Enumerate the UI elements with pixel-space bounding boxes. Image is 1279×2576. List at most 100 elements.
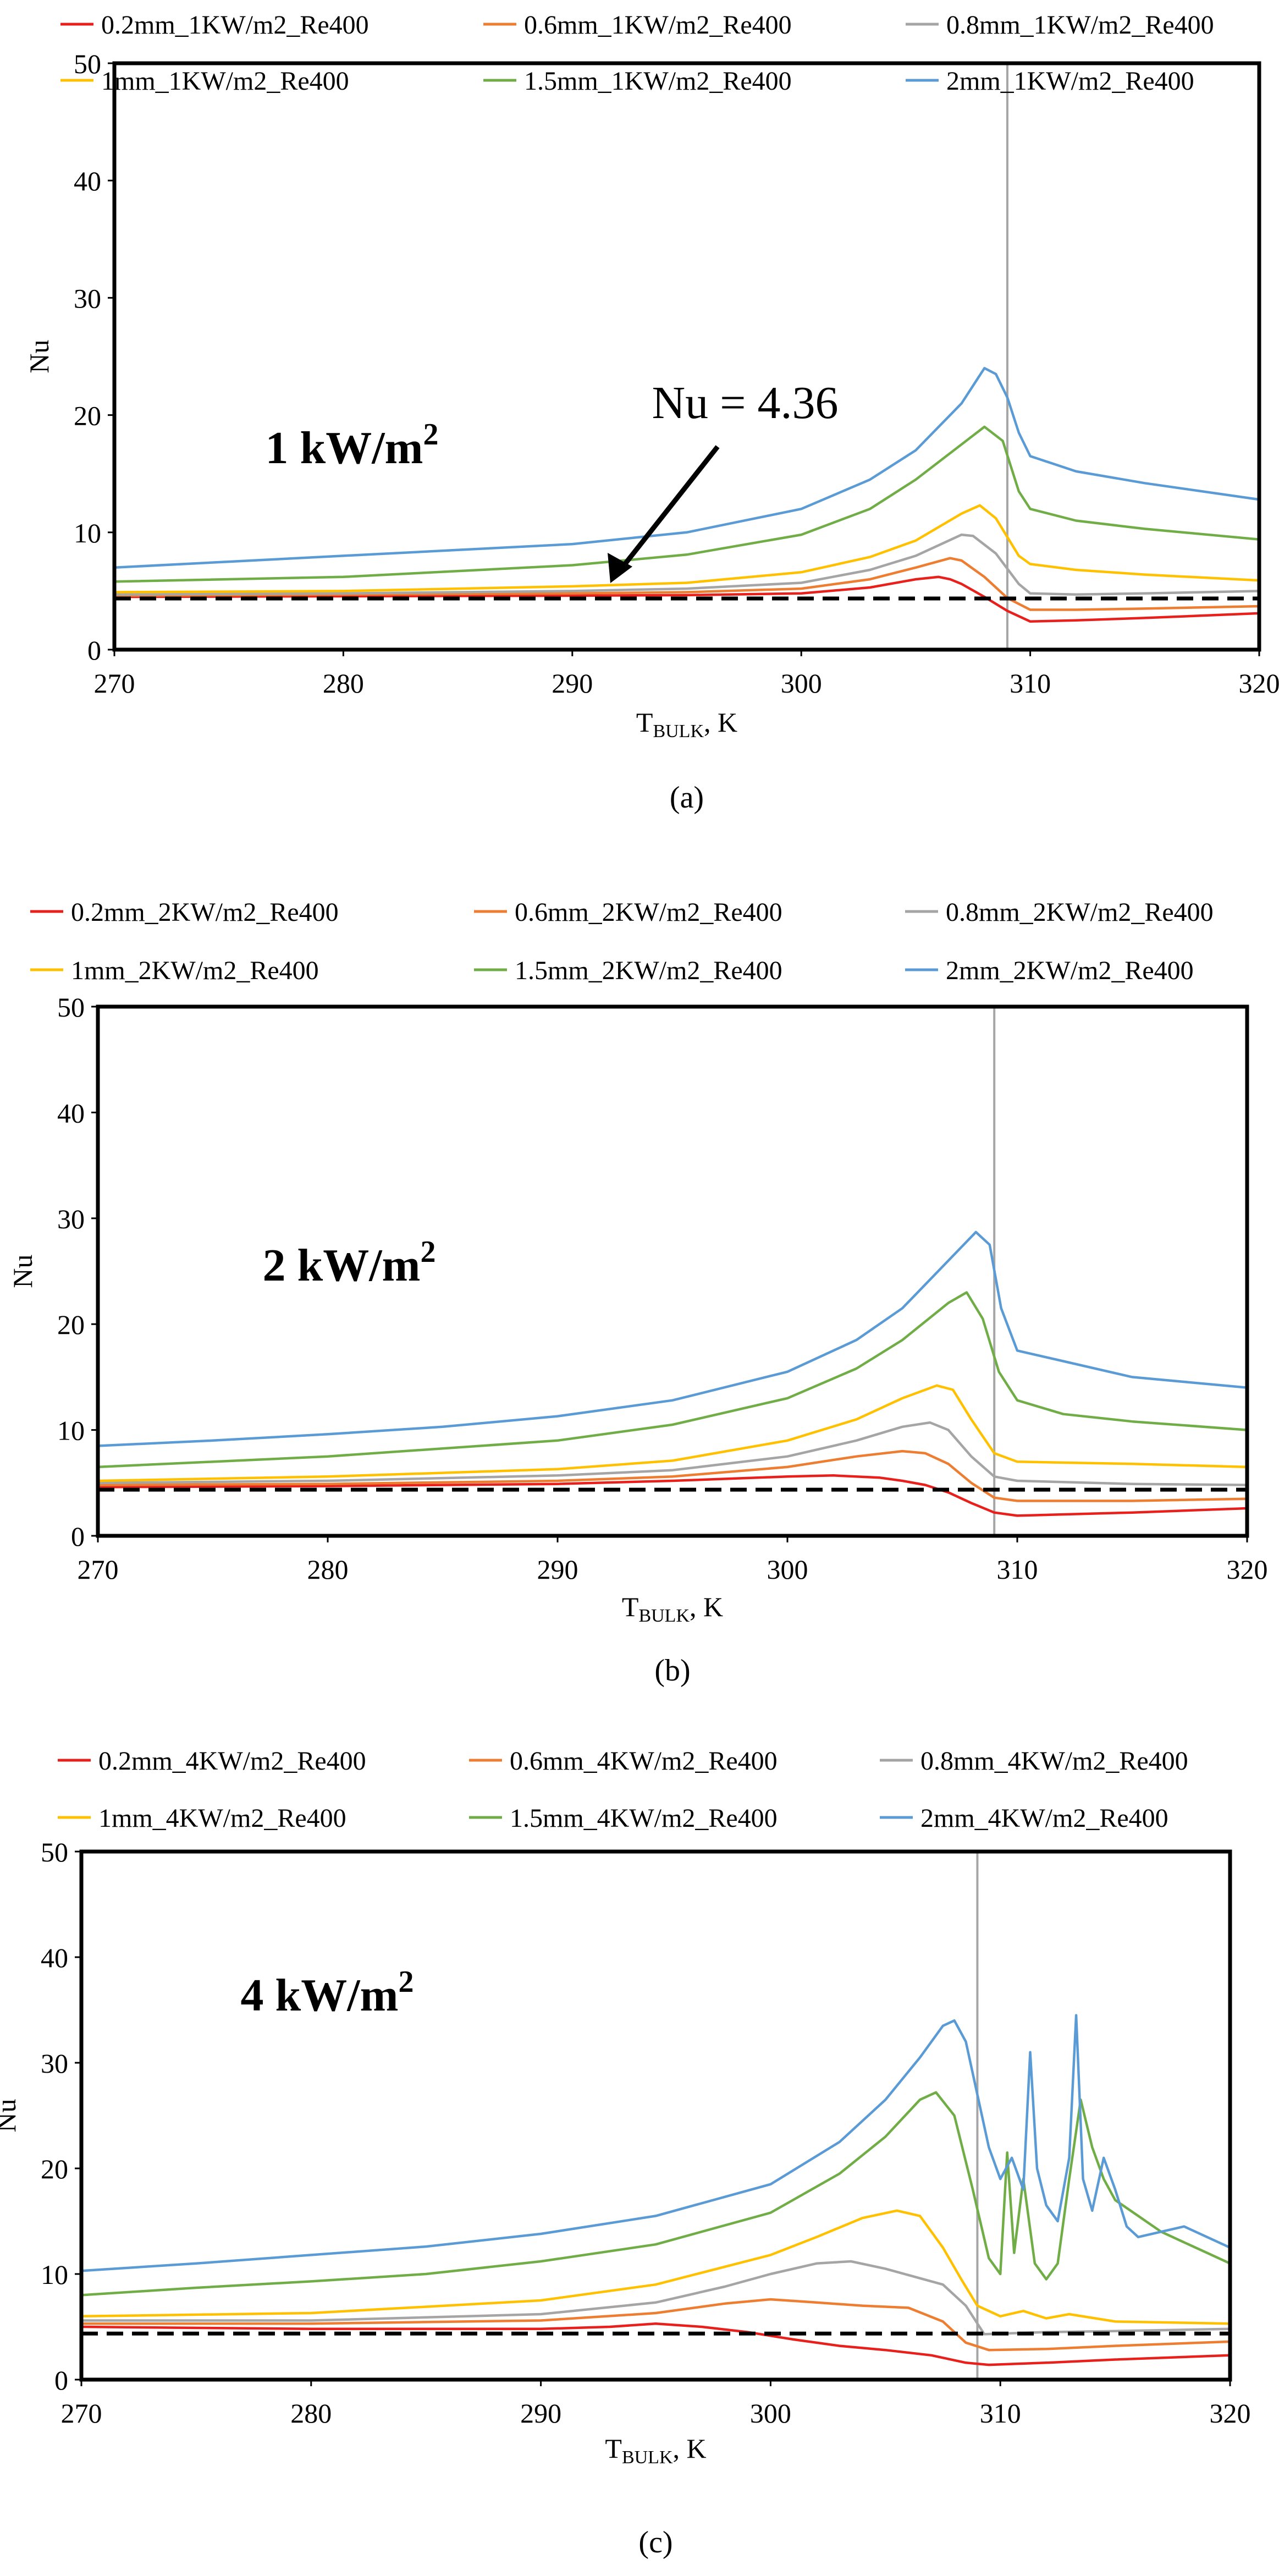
y-tick-label: 20 [41, 2154, 68, 2184]
plot-frame [96, 1004, 1249, 1538]
legend-entry-1mm: 1mm_1KW/m2_Re400 [60, 67, 349, 96]
x-axis-label: TBULK, K [622, 1591, 723, 1626]
legend-entry-1.5mm: 1.5mm_4KW/m2_Re400 [469, 1804, 778, 1833]
legend-label: 2mm_4KW/m2_Re400 [920, 1804, 1168, 1833]
x-tick-label: 290 [537, 1554, 578, 1585]
y-axis-label: Nu [24, 339, 54, 373]
x-axis-label: TBULK, K [605, 2433, 706, 2468]
y-tick-label: 50 [41, 1837, 68, 1868]
legend-label: 0.8mm_1KW/m2_Re400 [946, 10, 1214, 40]
y-tick-label: 50 [74, 48, 101, 79]
series-line-1.5mm [97, 1291, 1248, 1469]
legend-entry-2mm: 2mm_2KW/m2_Re400 [905, 956, 1194, 985]
legend-label: 0.2mm_4KW/m2_Re400 [98, 1746, 366, 1776]
y-tick-label: 20 [74, 400, 101, 431]
heat-flux-annotation: 4 kW/m2 [240, 1965, 414, 2021]
reference-annotation: Nu = 4.36 [652, 377, 838, 429]
x-tick-label: 270 [94, 668, 135, 699]
y-tick-label: 30 [41, 2048, 68, 2079]
y-tick-label: 10 [41, 2259, 68, 2290]
legend-entry-1mm: 1mm_4KW/m2_Re400 [58, 1804, 346, 1833]
x-tick-label: 280 [290, 2398, 332, 2429]
y-tick-label: 0 [87, 635, 101, 666]
legend-entry-0.8mm: 0.8mm_2KW/m2_Re400 [905, 898, 1214, 927]
series-line-1mm [114, 504, 1260, 594]
x-tick-label: 310 [1010, 668, 1051, 699]
legend-label: 2mm_1KW/m2_Re400 [946, 67, 1194, 96]
legend-label: 0.2mm_2KW/m2_Re400 [71, 898, 339, 927]
x-axis-label: TBULK, K [636, 707, 737, 742]
legend-label: 1.5mm_4KW/m2_Re400 [510, 1804, 778, 1833]
plot-frame [79, 1849, 1232, 2382]
series-line-0.8mm [81, 2260, 1231, 2336]
panel-label: (a) [670, 781, 704, 815]
series-line-1mm [97, 1384, 1248, 1482]
legend-entry-0.2mm: 0.2mm_1KW/m2_Re400 [60, 10, 369, 40]
legend-entry-0.2mm: 0.2mm_2KW/m2_Re400 [30, 898, 339, 927]
y-tick-label: 0 [54, 2365, 68, 2396]
x-tick-label: 270 [78, 1554, 119, 1585]
legend-label: 1mm_1KW/m2_Re400 [101, 67, 349, 96]
legend-entry-1mm: 1mm_2KW/m2_Re400 [30, 956, 319, 985]
y-tick-label: 30 [74, 283, 101, 314]
legend-entry-2mm: 2mm_1KW/m2_Re400 [906, 67, 1194, 96]
series-line-1.5mm [81, 2091, 1231, 2297]
reference-arrow-shaft [616, 445, 720, 574]
legend-label: 0.2mm_1KW/m2_Re400 [101, 10, 369, 40]
y-tick-label: 40 [41, 1942, 68, 1973]
legend-entry-1.5mm: 1.5mm_1KW/m2_Re400 [483, 67, 792, 96]
chart-panel-2: 0 10 20 30 40 50 270 280 290 300 310 320 Nu TBULK, K 2… [7, 898, 1268, 1688]
y-tick-label: 30 [57, 1204, 85, 1234]
series-line-2mm [81, 2014, 1231, 2272]
x-tick-label: 310 [997, 1554, 1038, 1585]
series-line-0.2mm [97, 1474, 1248, 1517]
plot-frame [112, 61, 1261, 652]
chart-panel-1: 0 10 20 30 40 50 270 280 290 300 310 320 Nu TBULK, K 1… [24, 10, 1279, 815]
legend-entry-0.8mm: 0.8mm_1KW/m2_Re400 [906, 10, 1214, 40]
y-tick-label: 10 [57, 1415, 85, 1446]
legend-label: 1.5mm_2KW/m2_Re400 [515, 956, 782, 985]
legend-label: 0.6mm_4KW/m2_Re400 [510, 1746, 778, 1776]
y-tick-label: 20 [57, 1309, 85, 1340]
legend-label: 0.6mm_1KW/m2_Re400 [524, 10, 792, 40]
legend-entry-1.5mm: 1.5mm_2KW/m2_Re400 [474, 956, 782, 985]
reference-arrow-head [608, 553, 632, 583]
legend-entry-0.6mm: 0.6mm_4KW/m2_Re400 [469, 1746, 778, 1776]
series-line-2mm [114, 367, 1260, 569]
legend-entry-0.6mm: 0.6mm_2KW/m2_Re400 [474, 898, 782, 927]
y-axis-label: Nu [7, 1254, 38, 1288]
heat-flux-annotation: 1 kW/m2 [265, 418, 438, 474]
series-line-0.8mm [114, 533, 1260, 596]
series-line-1mm [81, 2209, 1231, 2325]
series-line-0.6mm [97, 1449, 1248, 1502]
x-tick-label: 310 [980, 2398, 1021, 2429]
x-tick-label: 320 [1239, 668, 1279, 699]
legend-label: 0.8mm_2KW/m2_Re400 [946, 898, 1214, 927]
series-line-0.2mm [81, 2322, 1231, 2366]
series-line-0.2mm [114, 575, 1260, 623]
legend-label: 1mm_2KW/m2_Re400 [71, 956, 319, 985]
legend-label: 0.6mm_2KW/m2_Re400 [515, 898, 782, 927]
y-tick-label: 40 [57, 1097, 85, 1128]
legend-entry-0.6mm: 0.6mm_1KW/m2_Re400 [483, 10, 792, 40]
y-tick-label: 10 [74, 518, 101, 548]
y-tick-label: 0 [71, 1521, 85, 1552]
legend-entry-0.2mm: 0.2mm_4KW/m2_Re400 [58, 1746, 366, 1776]
legend-entry-2mm: 2mm_4KW/m2_Re400 [880, 1804, 1168, 1833]
series-line-2mm [97, 1231, 1248, 1447]
legend-label: 1mm_4KW/m2_Re400 [98, 1804, 346, 1833]
chart-panel-3: 0 10 20 30 40 50 270 280 290 300 310 320 Nu TBULK, K 4… [0, 1746, 1251, 2559]
y-axis-label: Nu [0, 2099, 21, 2132]
x-tick-label: 280 [323, 668, 364, 699]
legend-label: 1.5mm_1KW/m2_Re400 [524, 67, 792, 96]
heat-flux-annotation: 2 kW/m2 [262, 1235, 435, 1291]
x-tick-label: 300 [781, 668, 822, 699]
x-tick-label: 320 [1210, 2398, 1251, 2429]
x-tick-label: 290 [520, 2398, 561, 2429]
x-tick-label: 280 [307, 1554, 349, 1585]
panel-label: (b) [654, 1654, 690, 1688]
legend-label: 2mm_2KW/m2_Re400 [946, 956, 1194, 985]
series-line-0.6mm [114, 557, 1260, 611]
y-tick-label: 50 [57, 992, 85, 1023]
